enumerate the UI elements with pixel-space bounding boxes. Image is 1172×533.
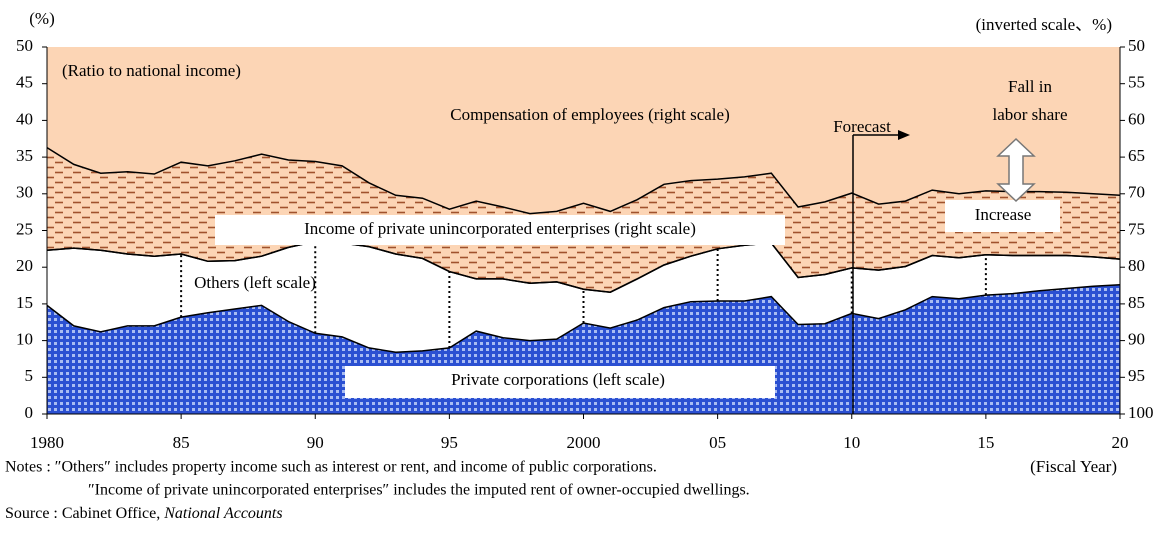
y-tick-label: 10 [16,330,33,349]
y-tick-label: 20 [16,256,33,275]
y-tick-label: 30 [16,183,33,202]
x-tick-label: 90 [307,433,324,452]
source-title: National Accounts [163,505,282,522]
series-label: Others (left scale) [194,273,316,292]
annotation: Forecast [833,117,891,136]
y-tick-label: 45 [16,73,33,92]
y2-tick-label: 60 [1128,109,1145,128]
label-box [945,200,1060,232]
area [47,47,1120,214]
left-axis-unit: (%) [29,9,54,28]
series-lines [46,146,1121,354]
label-box [345,366,775,398]
y2-tick-label: 90 [1128,330,1145,349]
y-tick-label: 40 [16,109,33,128]
source: Source : Cabinet Office, National Accoun… [5,505,283,522]
annotation: Increase [975,205,1032,224]
double-arrow [996,137,1036,203]
y2-tick-label: 75 [1128,219,1145,238]
series-label: Compensation of employees (right scale) [450,105,729,124]
y-tick-label: 0 [25,403,34,422]
series-label: Private corporations (left scale) [451,370,665,389]
x-tick-label: 15 [977,433,994,452]
y2-tick-label: 100 [1128,403,1154,422]
series-label: Income of private unincorporated enterpr… [304,219,696,238]
y2-tick-label: 85 [1128,293,1145,312]
forecast-arrowhead [898,130,910,140]
x-tick-label: 85 [173,433,190,452]
note: ″Income of private unincorporated enterp… [88,482,750,499]
y-tick-label: 35 [16,146,33,165]
y-tick-label: 5 [25,366,34,385]
y2-tick-label: 70 [1128,183,1145,202]
y2-tick-label: 65 [1128,146,1145,165]
annotation: (Ratio to national income) [62,61,241,80]
source-prefix: Source : Cabinet Office, [5,505,164,522]
x-tick-label: 1980 [30,433,64,452]
x-tick-label: 95 [441,433,458,452]
annotation: Fall in [1008,77,1052,96]
x-axis-label: (Fiscal Year) [1030,457,1117,476]
y2-tick-label: 80 [1128,256,1145,275]
series-line [46,240,1121,293]
x-tick-label: 20 [1112,433,1129,452]
series-line [46,146,1121,215]
x-tick-label: 10 [843,433,860,452]
x-tick-label: 05 [709,433,726,452]
y2-tick-label: 50 [1128,36,1145,55]
x-tick-label: 2000 [567,433,601,452]
series-line [46,284,1121,354]
note: Notes : ″Others″ includes property incom… [5,459,657,476]
right-axis-unit: (inverted scale、%) [976,15,1112,34]
label-box [215,215,785,245]
y-tick-label: 25 [16,219,33,238]
y2-tick-label: 55 [1128,73,1145,92]
y-tick-label: 15 [16,293,33,312]
area [47,284,1120,414]
y2-tick-label: 95 [1128,366,1145,385]
y-tick-label: 50 [16,36,33,55]
annotation: labor share [992,105,1067,124]
